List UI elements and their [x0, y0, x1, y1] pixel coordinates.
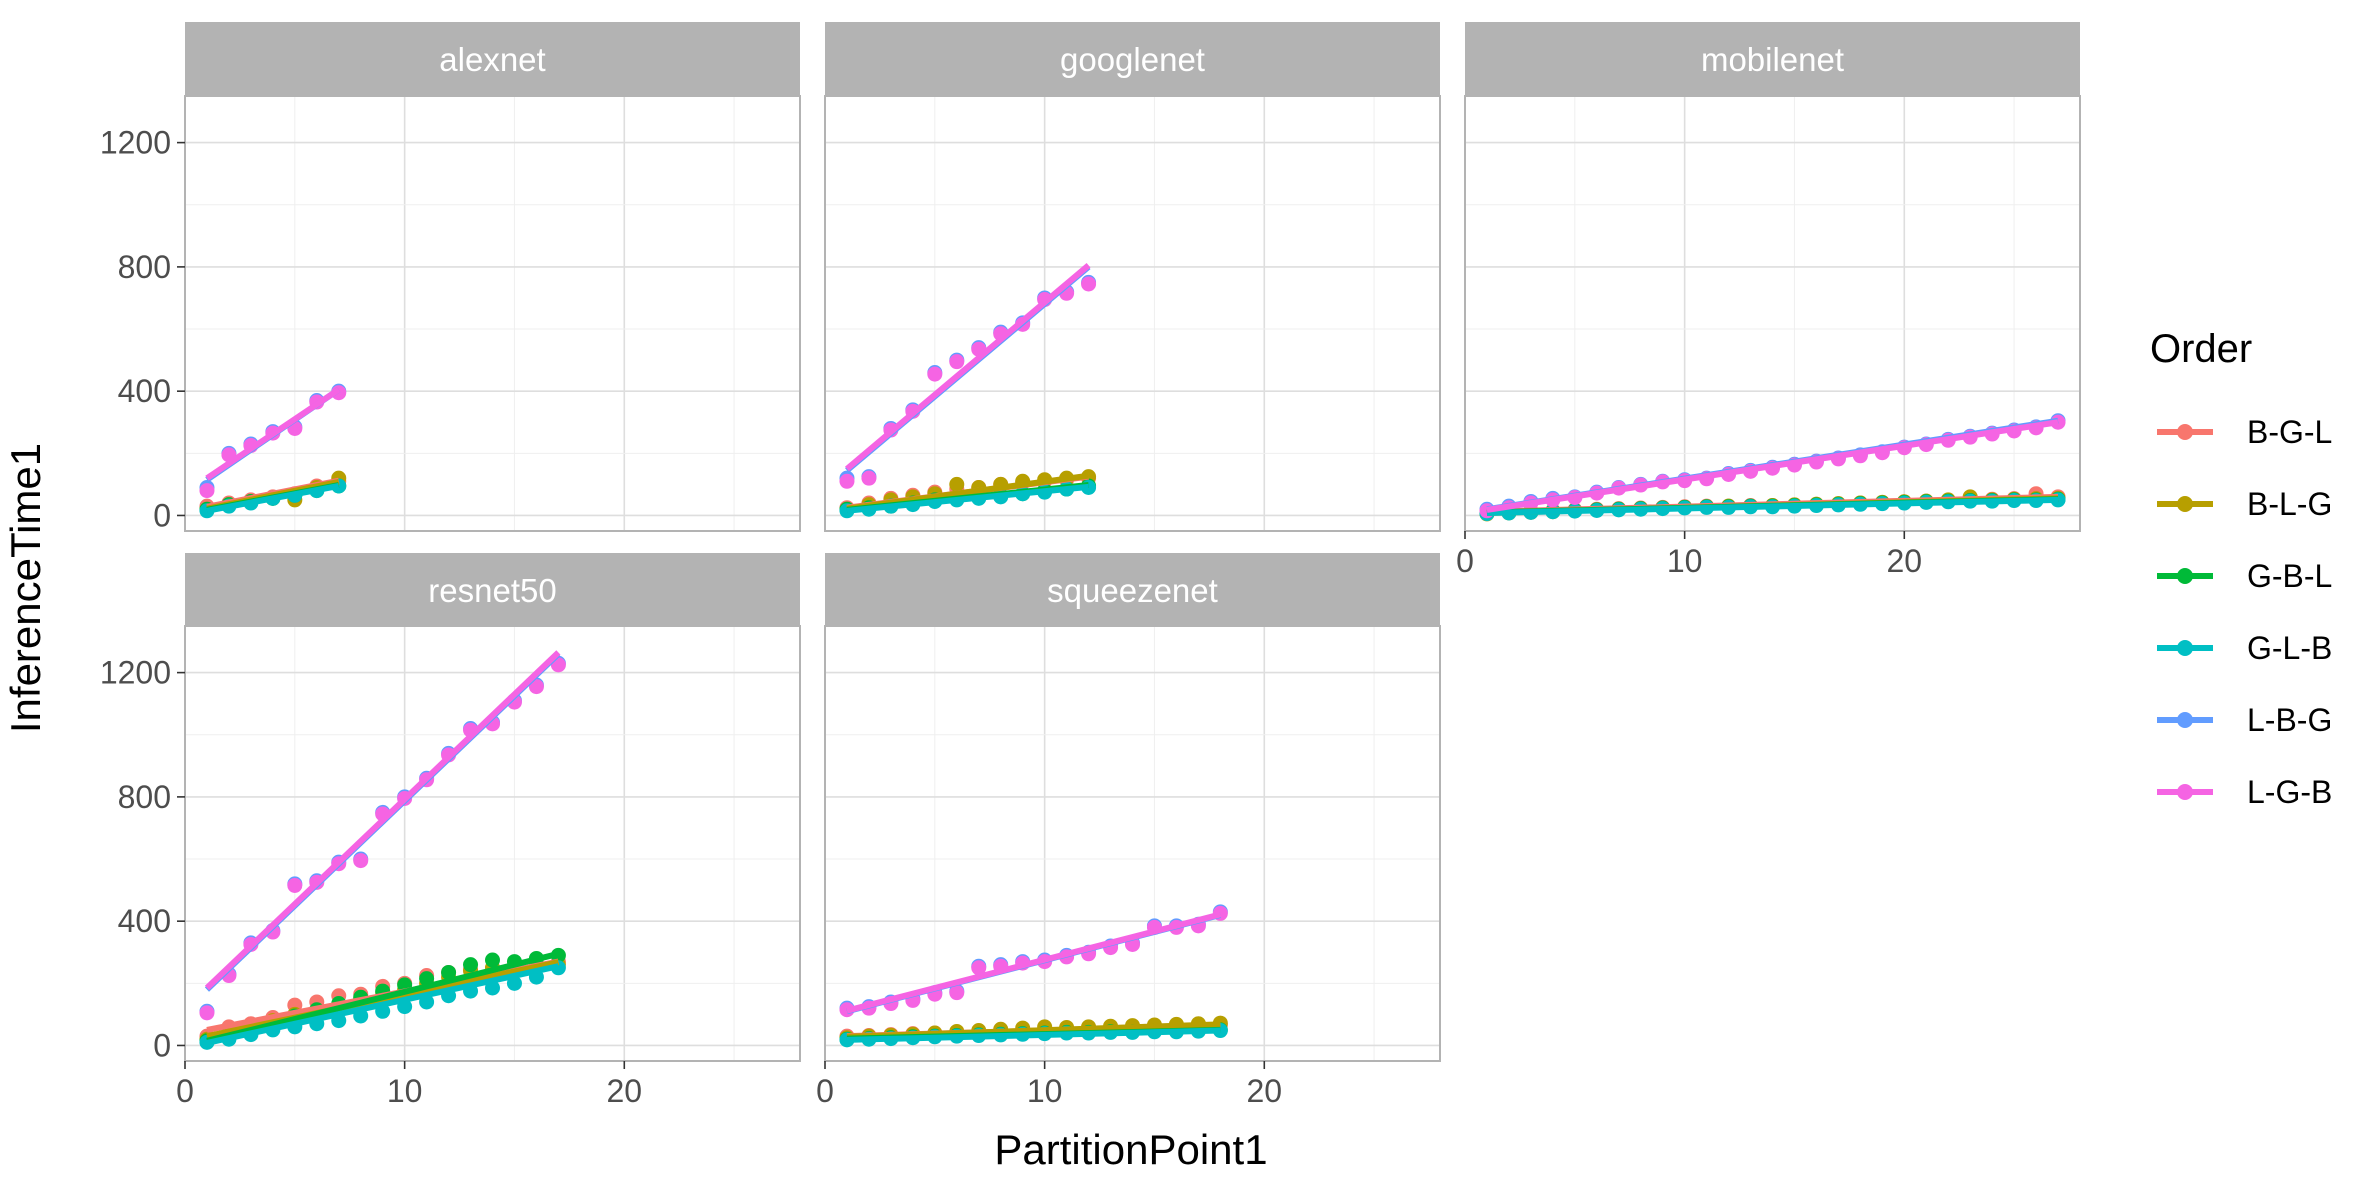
data-point-B-L-G: [949, 476, 965, 492]
legend-item-L-G-B: L-G-B: [2157, 774, 2332, 810]
fit-line-G-L-B: [846, 483, 1089, 514]
facet-strip-label: googlenet: [1060, 41, 1205, 78]
legend-key-point: [2177, 496, 2193, 512]
fit-line-G-L-B: [846, 1027, 1221, 1043]
y-axis-title: InferenceTime1: [2, 443, 49, 733]
fit-line-G-L-B: [206, 963, 560, 1046]
x-tick-label: 0: [176, 1073, 194, 1109]
y-tick-label: 0: [153, 497, 171, 533]
facet-strip: [185, 22, 800, 96]
legend-item-L-B-G: L-B-G: [2157, 702, 2332, 738]
legend-item-G-L-B: G-L-B: [2157, 630, 2332, 666]
fit-line-L-G-B: [204, 650, 561, 991]
x-tick-label: 20: [606, 1073, 642, 1109]
legend-key-point: [2177, 568, 2193, 584]
plot-background: [185, 626, 800, 1061]
fit-line-L-G-B: [1486, 419, 2059, 513]
legend-items: B-G-L B-L-G G-B-L G-L-B L-B-G L-G-B: [2157, 414, 2332, 810]
legend-key-point: [2177, 424, 2193, 440]
y-tick-label: 800: [118, 249, 171, 285]
y-tick-label: 1200: [100, 655, 171, 691]
plot-background: [185, 96, 800, 531]
legend-title: Order: [2150, 327, 2252, 371]
panel-border: [824, 625, 1441, 1062]
facet-strip: [825, 22, 1440, 96]
panel-border: [824, 95, 1441, 532]
data-point-L-G-B: [971, 960, 987, 976]
data-point-L-G-B: [199, 1005, 215, 1021]
data-point-L-G-B: [287, 877, 303, 893]
fit-line-G-L-B: [1486, 496, 2059, 516]
data-point-G-B-L: [463, 957, 479, 973]
fit-line-L-G-B: [846, 911, 1222, 1014]
facet-panel-resnet50: resnet50 0 400 800 1200 0 10 20: [100, 553, 801, 1109]
facet-strip: [1465, 22, 2080, 96]
facet-panel-googlenet: googlenet: [824, 22, 1441, 532]
legend-label: L-G-B: [2247, 774, 2332, 810]
legend-label: B-G-L: [2247, 414, 2332, 450]
legend-label: B-L-G: [2247, 486, 2332, 522]
facet-strip: [185, 553, 800, 627]
legend-label: G-L-B: [2247, 630, 2332, 666]
facet-strip: [825, 553, 1440, 627]
x-tick-label: 0: [816, 1073, 834, 1109]
y-tick-label: 800: [118, 779, 171, 815]
facet-strip-label: squeezenet: [1047, 572, 1218, 609]
legend-key-point: [2177, 784, 2193, 800]
facet-panel-mobilenet: mobilenet 0 10 20: [1456, 22, 2081, 579]
legend-item-B-L-G: B-L-G: [2157, 486, 2332, 522]
x-tick-label: 20: [1886, 543, 1922, 579]
y-tick-label: 0: [153, 1027, 171, 1063]
fit-line-L-G-B: [205, 387, 341, 481]
y-tick-label: 400: [118, 903, 171, 939]
plot-background: [825, 96, 1440, 531]
legend-label: G-B-L: [2247, 558, 2332, 594]
y-tick-label: 1200: [100, 125, 171, 161]
legend-key-point: [2177, 712, 2193, 728]
fit-line-G-L-B: [206, 482, 340, 514]
legend: Order B-G-L B-L-G G-B-L G-L-B L-B-G L-G-B: [2150, 327, 2332, 810]
legend-item-G-B-L: G-B-L: [2157, 558, 2332, 594]
y-tick-label: 400: [118, 373, 171, 409]
panel-border: [184, 95, 801, 532]
data-point-L-G-B: [949, 985, 965, 1001]
data-point-G-B-L: [441, 964, 457, 980]
legend-key-point: [2177, 640, 2193, 656]
legend-label: L-B-G: [2247, 702, 2332, 738]
x-axis-title: PartitionPoint1: [994, 1126, 1267, 1173]
data-point-L-G-B: [199, 483, 215, 499]
facet-strip-label: alexnet: [439, 41, 545, 78]
data-point-L-G-B: [949, 354, 965, 370]
fit-line-G-B-L: [206, 950, 560, 1044]
x-tick-label: 10: [1027, 1073, 1063, 1109]
plot-background: [1465, 96, 2080, 531]
x-tick-label: 0: [1456, 543, 1474, 579]
data-point-L-G-B: [861, 470, 877, 486]
data-point-L-G-B: [353, 853, 369, 869]
x-tick-label: 10: [1667, 543, 1703, 579]
data-point-L-G-B: [528, 679, 544, 695]
facet-panel-squeezenet: squeezenet 0 10 20: [816, 553, 1441, 1109]
data-point-L-G-B: [927, 366, 943, 382]
facet-strip-label: mobilenet: [1701, 41, 1844, 78]
data-point-L-G-B: [839, 473, 855, 489]
panel-border: [184, 625, 801, 1062]
facet-strip-label: resnet50: [428, 572, 556, 609]
panels-layer: alexnet 0 400 800 1200 googlenet mobilenet 0 10 2…: [100, 22, 2081, 1109]
data-point-G-B-L: [485, 952, 500, 968]
x-tick-label: 20: [1246, 1073, 1282, 1109]
facet-panel-alexnet: alexnet 0 400 800 1200: [100, 22, 801, 533]
x-tick-label: 10: [387, 1073, 423, 1109]
data-point-L-G-B: [1081, 276, 1097, 292]
legend-item-B-G-L: B-G-L: [2157, 414, 2332, 450]
panel-border: [1464, 95, 2081, 532]
fit-line-L-G-B: [845, 263, 1091, 472]
